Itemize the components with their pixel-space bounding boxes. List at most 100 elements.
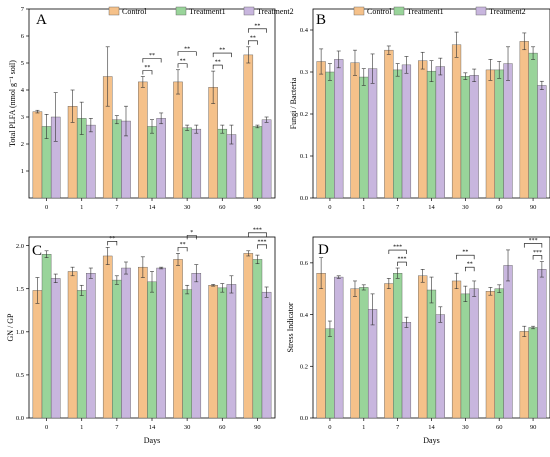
significance-bracket: *** — [247, 227, 267, 237]
bar-control-day-14 — [418, 275, 428, 419]
bar-control-day-0 — [316, 273, 326, 419]
y-axis-title: Total PLFA (nmol g⁻¹ soil) — [8, 60, 17, 147]
y-axis-title: GN / GP — [6, 313, 15, 342]
y-axis-title: Fungi / Bacteria — [289, 77, 298, 129]
bar-treatment1-day-7 — [112, 279, 122, 419]
bracket-line — [257, 244, 267, 249]
bar-treatment1-day-90 — [528, 52, 538, 199]
bracket-line — [532, 255, 543, 260]
x-tick-label: 30 — [462, 204, 469, 211]
y-tick-label: 0.0 — [300, 195, 308, 202]
y-tick-label: 2 — [21, 141, 24, 148]
bar-control-day-90 — [519, 41, 529, 199]
bar-control-day-30 — [451, 280, 462, 419]
bar-treatment1-day-1 — [359, 76, 369, 199]
x-tick-label: 0 — [45, 424, 48, 431]
x-tick-label: 1 — [80, 204, 83, 211]
bracket-line — [142, 58, 162, 63]
x-tick-label: 30 — [184, 204, 191, 211]
legend-swatch-control — [353, 6, 365, 16]
significance-label: ** — [184, 46, 190, 52]
bar-control-day-7 — [384, 283, 394, 419]
bar-control-day-30 — [451, 44, 462, 199]
x-tick-label: 14 — [149, 204, 156, 211]
bar-control-day-60 — [485, 69, 496, 199]
x-tick-label: 1 — [362, 204, 365, 211]
y-tick-label: 0.0 — [300, 415, 308, 422]
bar-treatment1-day-60 — [494, 69, 504, 199]
bar-treatment1-day-30 — [460, 75, 470, 199]
y-tick-label: 0.1 — [300, 153, 308, 160]
bar-control-day-1 — [350, 62, 360, 199]
significance-bracket: ** — [456, 250, 475, 260]
significance-bracket: ** — [177, 242, 188, 252]
significance-bracket: ** — [107, 236, 118, 246]
significance-bracket: ** — [142, 53, 162, 63]
bracket-line — [247, 40, 258, 45]
x-tick-label: 60 — [496, 204, 503, 211]
y-tick-label: 0.5 — [16, 372, 24, 379]
panel-letter: A — [36, 12, 47, 28]
significance-label: ** — [467, 262, 473, 268]
x-tick-label: 0 — [328, 424, 331, 431]
significance-bracket: ** — [465, 262, 475, 272]
significance-label: ** — [219, 48, 225, 54]
panel-b: 0.0 0.1 0.2 0.3 0.4 0 1 7 14 30 60 90 B Fungi / Bacte… — [289, 6, 550, 211]
significance-label: ** — [215, 60, 221, 66]
significance-label: *** — [398, 257, 407, 263]
y-tick-label: 6 — [21, 33, 25, 40]
bar-treatment2-day-60 — [503, 63, 513, 199]
bar-treatment2-day-1 — [86, 124, 96, 199]
legend-label-treatment2: Treatment2 — [489, 7, 526, 16]
bar-control-day-7 — [384, 49, 394, 199]
bracket-line — [142, 70, 153, 75]
bracket-line — [186, 235, 197, 240]
bar-treatment1-day-60 — [494, 288, 504, 419]
y-tick-label: 1.0 — [16, 329, 24, 336]
significance-bracket: *** — [257, 239, 267, 249]
bar-control-day-30 — [173, 81, 183, 199]
bar-control-day-90 — [519, 331, 529, 419]
x-tick-label: 7 — [396, 424, 400, 431]
bar-treatment2-day-30 — [191, 273, 202, 419]
panel-letter: B — [316, 12, 326, 28]
significance-label: *** — [533, 250, 542, 256]
bar-treatment2-day-7 — [401, 64, 412, 199]
bar-treatment1-day-7 — [393, 69, 403, 199]
bar-treatment2-day-90 — [537, 85, 547, 199]
bar-treatment1-day-0 — [41, 254, 52, 419]
bar-control-day-90 — [243, 253, 254, 419]
y-tick-label: 0.4 — [300, 312, 309, 319]
x-tick-label: 90 — [530, 424, 537, 431]
bar-treatment1-day-90 — [528, 327, 538, 419]
bar-treatment1-day-14 — [426, 70, 437, 199]
bar-treatment2-day-1 — [86, 273, 96, 419]
y-tick-label: 0.4 — [300, 27, 309, 34]
bar-control-day-14 — [418, 60, 428, 199]
bar-control-day-90 — [243, 54, 254, 199]
legend-label-treatment1: Treatment1 — [407, 7, 444, 16]
significance-bracket: * — [186, 230, 197, 240]
bar-treatment2-day-30 — [191, 128, 202, 199]
bracket-line — [247, 232, 267, 237]
bar-treatment2-day-30 — [469, 288, 479, 419]
bar-treatment2-day-30 — [469, 75, 479, 199]
bar-treatment2-day-90 — [261, 119, 272, 199]
legend: Control Treatment1 Treatment2 — [108, 6, 294, 16]
y-tick-label: 2.0 — [16, 243, 24, 250]
significance-label: ** — [180, 242, 186, 248]
bar-treatment1-day-90 — [252, 126, 263, 199]
significance-label: ** — [254, 23, 260, 29]
significance-label: ** — [180, 58, 186, 64]
x-axis-title: Days — [423, 436, 439, 445]
legend: Control Treatment1 Treatment2 — [353, 6, 526, 16]
panel-a: 1 2 3 4 5 6 7 0 1 7 14 30 60 90 ** ** ** ** ** ** ** ** A Total… — [8, 6, 294, 211]
x-tick-label: 90 — [254, 204, 261, 211]
y-axis-title: Stress Indicator — [286, 302, 295, 352]
y-tick-label: 0.2 — [300, 363, 308, 370]
y-tick-label: 0.2 — [300, 111, 308, 118]
y-tick-label: 4 — [21, 87, 25, 94]
bar-treatment1-day-30 — [460, 293, 470, 419]
significance-label: *** — [253, 227, 262, 233]
bar-control-day-7 — [102, 255, 113, 419]
